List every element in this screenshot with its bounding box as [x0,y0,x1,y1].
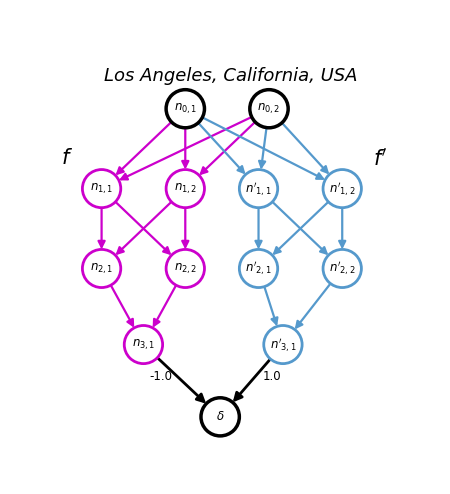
Ellipse shape [201,398,239,436]
Ellipse shape [124,326,162,364]
Text: Los Angeles, California, USA: Los Angeles, California, USA [104,67,357,85]
Ellipse shape [323,169,361,207]
Ellipse shape [250,90,288,128]
Ellipse shape [82,169,121,207]
Text: $n'_{3,1}$: $n'_{3,1}$ [270,335,296,354]
Text: $n_{2,1}$: $n_{2,1}$ [90,261,113,276]
Text: $f'$: $f'$ [373,147,388,169]
Ellipse shape [166,169,204,207]
Text: $n'_{1,2}$: $n'_{1,2}$ [329,180,356,198]
Ellipse shape [239,249,278,288]
Ellipse shape [264,326,302,364]
Text: 1.0: 1.0 [263,370,282,383]
Text: $n_{1,2}$: $n_{1,2}$ [174,181,197,196]
Text: $n_{2,2}$: $n_{2,2}$ [174,261,197,276]
Ellipse shape [166,90,204,128]
Text: $n'_{2,2}$: $n'_{2,2}$ [329,259,356,278]
Ellipse shape [82,249,121,288]
Text: $n'_{1,1}$: $n'_{1,1}$ [245,180,272,198]
Text: $n_{0,2}$: $n_{0,2}$ [257,102,281,116]
Ellipse shape [166,249,204,288]
Text: $f$: $f$ [61,148,73,168]
Text: $n'_{2,1}$: $n'_{2,1}$ [245,259,272,278]
Text: $n_{1,1}$: $n_{1,1}$ [90,181,113,196]
Text: $\delta$: $\delta$ [216,411,225,423]
Text: $n_{3,1}$: $n_{3,1}$ [132,337,155,352]
Text: $n_{0,1}$: $n_{0,1}$ [174,102,197,116]
Ellipse shape [323,249,361,288]
Text: -1.0: -1.0 [149,370,172,383]
Ellipse shape [239,169,278,207]
